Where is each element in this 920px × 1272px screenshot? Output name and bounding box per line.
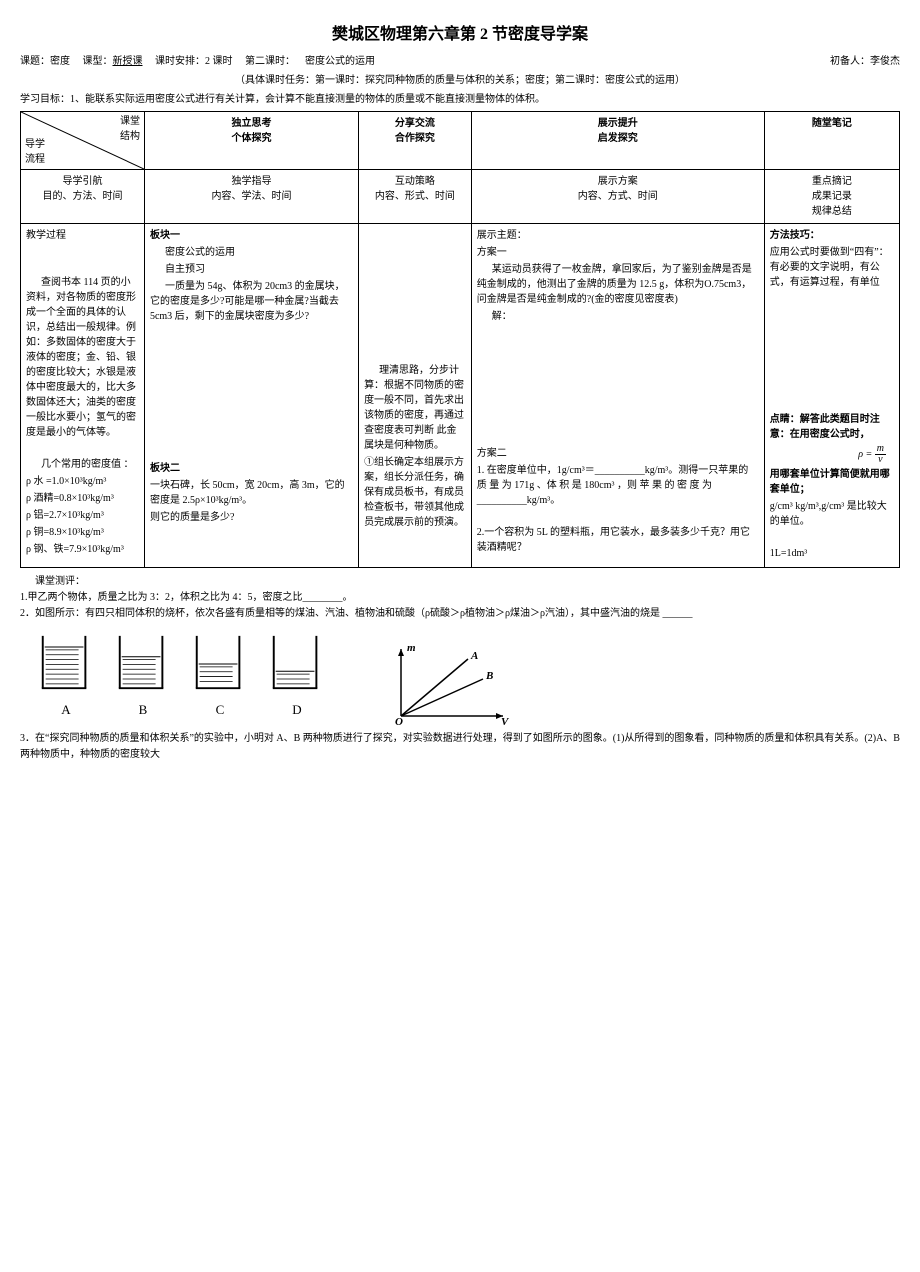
density-formula: m v <box>875 444 886 465</box>
sub-c5: 重点摘记成果记录规律总结 <box>764 170 899 224</box>
sub-c3: 互动策略内容、形式、时间 <box>359 170 472 224</box>
svg-text:A: A <box>470 650 478 662</box>
topic-label: 课题：密度 <box>20 56 70 67</box>
content-col2: 板块一 密度公式的运用 自主预习 一质量为 54g、体积为 20cm3 的金属块… <box>144 224 358 568</box>
beaker-D: D <box>271 632 323 721</box>
beaker-B: B <box>117 632 169 721</box>
content-row: 教学过程 查阅书本 114 页的小资料，对各物质的密度形成一个全面的具体的认识，… <box>21 224 900 568</box>
header-col5: 随堂笔记 <box>764 112 899 170</box>
beakers-figure: A B C D <box>40 632 323 721</box>
diagonal-header: 课堂 结构 导学 流程 <box>21 112 145 170</box>
content-col4: 展示主题： 方案一 某运动员获得了一枚金牌，拿回家后，为了鉴别金牌是否是纯金制成… <box>471 224 764 568</box>
diag-bottom: 导学 流程 <box>25 137 45 167</box>
type-value: 新授课 <box>113 56 143 67</box>
sub-c1: 导学引航目的、方法、时间 <box>21 170 145 224</box>
question-2: 2．如图所示：有四只相同体积的烧杯，依次各盛有质量相等的煤油、汽油、植物油和硫酸… <box>20 606 900 622</box>
header-col3: 分享交流合作探究 <box>359 112 472 170</box>
svg-text:B: B <box>485 670 493 682</box>
header-row: 课堂 结构 导学 流程 独立思考个体探究 分享交流合作探究 展示提升启发探究 随… <box>21 112 900 170</box>
main-table: 课堂 结构 导学 流程 独立思考个体探究 分享交流合作探究 展示提升启发探究 随… <box>20 111 900 568</box>
subheader-row: 导学引航目的、方法、时间 独学指导内容、学法、时间 互动策略内容、形式、时间 展… <box>21 170 900 224</box>
question-3: 3．在“探究同种物质的质量和体积关系”的实验中，小明对 A、B 两种物质进行了探… <box>20 731 900 763</box>
svg-text:V: V <box>501 716 510 728</box>
second-hour: 第二课时： <box>245 56 295 67</box>
preparer: 初备人：李俊杰 <box>830 56 900 67</box>
meta-row: 课题：密度 课型：新授课 课时安排：2 课时 第二课时： 密度公式的运用 初备人… <box>20 52 900 67</box>
svg-text:O: O <box>395 716 403 728</box>
type-label: 课型： <box>83 56 113 67</box>
diag-top: 课堂 结构 <box>120 114 140 144</box>
page-title: 樊城区物理第六章第 2 节密度导学案 <box>20 20 900 44</box>
sub-c4: 展示方案内容、方式、时间 <box>471 170 764 224</box>
subtitle: （具体课时任务：第一课时：探究同种物质的质量与体积的关系；密度；第二课时：密度公… <box>20 71 900 86</box>
assessment-section: 课堂测评： 1.甲乙两个物体，质量之比为 3：2，体积之比为 4：5，密度之比_… <box>20 574 900 763</box>
hours-label: 课时安排：2 课时 <box>155 56 233 67</box>
header-col4: 展示提升启发探究 <box>471 112 764 170</box>
content-col3: 理清思路，分步计算：根据不同物质的密度一般不同，首先求出该物质的密度，再通过查密… <box>359 224 472 568</box>
beaker-A: A <box>40 632 92 721</box>
mv-graph: O m V A B <box>383 641 513 731</box>
content-col1: 教学过程 查阅书本 114 页的小资料，对各物质的密度形成一个全面的具体的认识，… <box>21 224 145 568</box>
objective: 学习目标：1、能联系实际运用密度公式进行有关计算，会计算不能直接测量的物体的质量… <box>20 90 900 105</box>
assessment-heading: 课堂测评： <box>20 574 900 590</box>
question-1: 1.甲乙两个物体，质量之比为 3：2，体积之比为 4：5，密度之比_______… <box>20 590 900 606</box>
content-col5: 方法技巧： 应用公式时要做到“四有”：有必要的文字说明，有公式，有运算过程，有单… <box>764 224 899 568</box>
beaker-C: C <box>194 632 246 721</box>
sub-c2: 独学指导内容、学法、时间 <box>144 170 358 224</box>
second-hour-content: 密度公式的运用 <box>305 56 375 67</box>
svg-text:m: m <box>407 642 416 654</box>
header-col2: 独立思考个体探究 <box>144 112 358 170</box>
